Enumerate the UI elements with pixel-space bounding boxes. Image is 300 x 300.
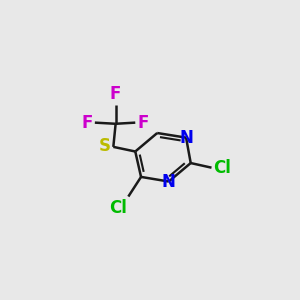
Text: F: F [82, 114, 93, 132]
Text: N: N [162, 172, 176, 190]
Text: Cl: Cl [109, 199, 127, 217]
Text: F: F [137, 114, 148, 132]
Text: Cl: Cl [213, 159, 231, 177]
Text: N: N [179, 129, 193, 147]
Text: S: S [99, 137, 111, 155]
Text: F: F [110, 85, 121, 103]
